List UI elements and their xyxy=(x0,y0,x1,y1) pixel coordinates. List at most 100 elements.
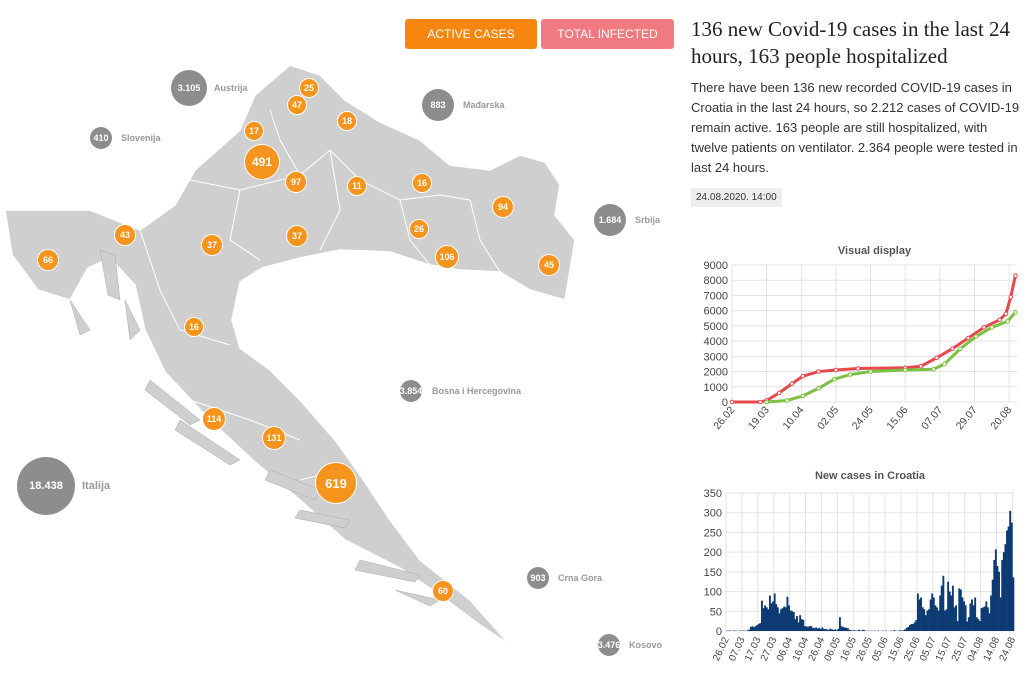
bar xyxy=(791,611,794,631)
data-point-total xyxy=(997,317,1002,323)
region-bubble[interactable]: 16 xyxy=(184,317,204,337)
bar xyxy=(846,628,849,631)
data-point-recovered xyxy=(800,393,806,399)
region-bubble[interactable]: 16 xyxy=(412,173,432,193)
bar xyxy=(950,595,953,631)
bar xyxy=(908,625,911,631)
bar xyxy=(786,596,789,631)
region-bubble[interactable]: 18 xyxy=(337,111,357,131)
bar xyxy=(971,599,973,631)
neighbor-bubble-montenegro[interactable]: 903 xyxy=(527,567,549,589)
y-tick-label: 100 xyxy=(704,587,722,599)
region-bubble[interactable]: 60 xyxy=(432,580,454,602)
bar xyxy=(996,565,999,631)
region-bubble[interactable]: 37 xyxy=(201,234,223,256)
cumulative-line-chart: Visual display 0 1000 2000 3000 4000 5000 6000 7… xyxy=(704,245,1018,432)
bar xyxy=(749,627,752,631)
bar xyxy=(815,627,817,631)
neighbor-label-italy: Italija xyxy=(82,480,111,492)
region-bubble[interactable]: 25 xyxy=(299,78,319,98)
bar xyxy=(861,630,864,631)
data-point-total xyxy=(729,399,735,405)
bar xyxy=(848,629,851,631)
bar xyxy=(924,615,927,631)
total-infected-button[interactable]: TOTAL INFECTED xyxy=(541,19,674,49)
region-bubble[interactable]: 17 xyxy=(244,121,264,141)
data-point-total xyxy=(789,381,795,387)
bar xyxy=(998,571,1000,631)
region-bubble[interactable]: 131 xyxy=(262,426,286,450)
neighbor-bubble-italy[interactable]: 18.438 xyxy=(17,457,75,515)
data-point-recovered xyxy=(1013,309,1018,315)
y-tick-label: 0 xyxy=(716,626,722,638)
neighbor-bubble-austria[interactable]: 3.105 xyxy=(171,70,207,106)
region-bubble[interactable]: 45 xyxy=(538,254,560,276)
region-bubble[interactable]: 47 xyxy=(287,95,307,115)
region-bubble[interactable]: 26 xyxy=(409,219,429,239)
neighbor-label-austria: Austrija xyxy=(214,83,248,93)
y-tick-label: 50 xyxy=(710,606,722,618)
bar xyxy=(969,603,972,631)
region-bubble[interactable]: 66 xyxy=(37,249,59,271)
region-bubble[interactable]: 43 xyxy=(114,224,136,246)
bar xyxy=(907,627,910,631)
bar xyxy=(980,608,983,631)
region-bubble[interactable]: 11 xyxy=(347,176,367,196)
data-point-total xyxy=(800,373,806,379)
bar xyxy=(818,627,821,631)
bar xyxy=(826,629,829,631)
bar xyxy=(893,630,895,631)
neighbor-bubble-slovenia[interactable]: 410 xyxy=(90,127,112,149)
bar xyxy=(985,601,988,631)
data-point-recovered xyxy=(784,398,790,403)
neighbor-bubble-kosovo[interactable]: 3.476 xyxy=(598,634,620,656)
region-bubble-split[interactable]: 619 xyxy=(315,462,357,504)
bar xyxy=(972,605,975,631)
neighbor-bubble-bih[interactable]: 3.854 xyxy=(400,380,422,402)
bar xyxy=(915,619,918,631)
region-bubble[interactable]: 106 xyxy=(435,245,459,269)
bar xyxy=(781,608,784,631)
y-tick-label: 300 xyxy=(704,508,722,520)
bar xyxy=(1006,530,1008,631)
bar xyxy=(789,610,792,631)
bar xyxy=(767,609,770,631)
bar xyxy=(837,629,840,631)
y-tick-label: 9000 xyxy=(704,260,728,272)
neighbor-bubble-hungary[interactable]: 883 xyxy=(422,89,454,121)
neighbor-label-hungary: Mađarska xyxy=(463,100,505,110)
data-point-recovered xyxy=(816,386,821,391)
neighbor-bubble-serbia[interactable]: 1.684 xyxy=(594,204,626,236)
data-point-recovered xyxy=(847,372,853,377)
bar xyxy=(802,619,805,631)
bar xyxy=(810,626,813,631)
croatia-map: 3.105 Austrija 883 Mađarska 410 Slovenij… xyxy=(0,55,690,675)
bar xyxy=(757,623,760,631)
bar xyxy=(978,621,981,631)
bar xyxy=(834,629,837,631)
bar xyxy=(748,629,751,631)
x-tick-label: 10.04 xyxy=(780,404,806,432)
bar xyxy=(800,619,803,631)
bar xyxy=(803,626,806,631)
bar xyxy=(784,607,787,631)
bar xyxy=(832,629,835,631)
bar xyxy=(778,613,781,631)
region-bubble[interactable]: 37 xyxy=(286,225,308,247)
bar xyxy=(858,629,860,631)
x-tick-label: 24.05 xyxy=(850,404,876,432)
region-bubble[interactable]: 97 xyxy=(285,171,307,193)
data-point-total xyxy=(1003,311,1009,317)
region-bubble[interactable]: 94 xyxy=(492,196,514,218)
x-tick-label: 26.02 xyxy=(711,404,737,432)
active-cases-button[interactable]: ACTIVE CASES xyxy=(405,19,537,49)
y-tick-label: 8000 xyxy=(704,275,728,287)
neighbor-label-slovenia: Slovenija xyxy=(121,133,161,143)
bar xyxy=(788,605,790,631)
neighbor-label-montenegro: Crna Gora xyxy=(558,573,603,583)
bar xyxy=(1002,552,1005,631)
bar xyxy=(796,616,798,631)
region-bubble-zagreb[interactable]: 491 xyxy=(244,144,280,180)
bar xyxy=(770,603,773,631)
region-bubble[interactable]: 114 xyxy=(202,407,226,431)
